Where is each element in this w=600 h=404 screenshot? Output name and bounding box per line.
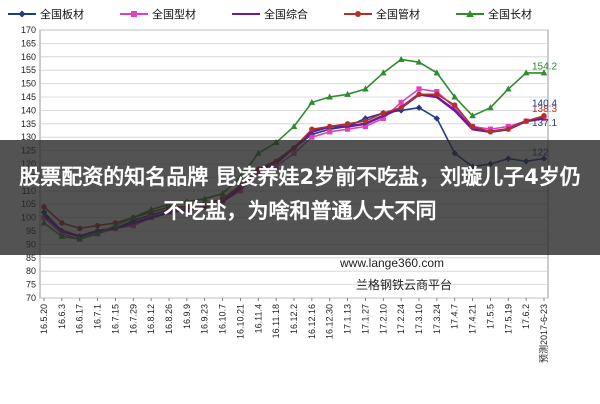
x-tick-label: 16.9.23 (200, 304, 210, 334)
legend-marker (466, 10, 474, 17)
end-value-label: 138.3 (532, 104, 557, 115)
series-1-point (416, 86, 422, 92)
x-tick-label: 17.4.21 (468, 304, 478, 334)
series-3-point (362, 118, 369, 124)
series-4-point (344, 90, 351, 97)
series-3-point (344, 121, 351, 127)
x-tick-label: 16.11.18 (271, 304, 281, 338)
series-3-point (505, 126, 511, 132)
x-tick-label: 16.12.16 (307, 304, 317, 339)
y-tick-label: 145 (21, 92, 36, 102)
series-1-point (362, 123, 369, 130)
series-0-point (415, 104, 423, 111)
watermark-url: www.lange360.com (340, 256, 445, 270)
series-3-point (327, 123, 333, 130)
y-tick-label: 135 (21, 119, 36, 129)
series-3-point (452, 102, 458, 108)
series-4-point (362, 85, 369, 92)
series-4-point (522, 69, 530, 76)
series-4-point (451, 93, 459, 100)
x-tick-label: 16.7.29 (128, 304, 138, 334)
x-tick-label: 17.4.7 (450, 304, 460, 329)
x-tick-label: 16.8.12 (146, 304, 156, 334)
x-tick-label: 16.6.17 (75, 304, 85, 334)
series-4-point (379, 69, 387, 76)
series-1-point (344, 126, 351, 132)
x-tick-label: 16.8.26 (164, 304, 174, 334)
x-tick-label: 16.11.4 (253, 304, 263, 333)
y-tick-label: 75 (26, 280, 36, 290)
series-1-point (398, 99, 404, 105)
series-1-point (309, 134, 315, 140)
legend-label: 全国管材 (376, 7, 420, 21)
legend-label: 全国型材 (152, 7, 196, 21)
x-tick-label: 17.5.5 (485, 304, 495, 329)
headline-text: 股票配资的知名品牌 昆凌养娃2岁前不吃盐，刘璇儿子4岁仍不吃盐，为啥和普通人大不… (19, 165, 581, 223)
series-4-point (469, 112, 476, 119)
x-tick-label: 17.3.24 (432, 304, 442, 334)
series-3-point (541, 113, 547, 119)
x-tick-label: 17.2.10 (378, 304, 388, 334)
y-tick-label: 85 (26, 253, 36, 263)
x-tick-label: 16.9.9 (182, 304, 192, 329)
y-tick-label: 150 (21, 79, 36, 89)
x-tick-label: 17.2.24 (396, 304, 406, 334)
series-4-point (540, 69, 548, 76)
end-value-label: 140.4 (532, 98, 557, 109)
x-tick-label: 17.1.13 (343, 304, 353, 334)
legend-label: 全国综合 (264, 7, 308, 21)
series-4-point (433, 69, 441, 76)
series-4-point (308, 98, 316, 105)
legend-marker (18, 10, 26, 18)
y-tick-label: 130 (21, 132, 36, 142)
series-4-point (290, 122, 298, 129)
x-tick-label: 16.10.7 (218, 304, 228, 334)
y-tick-label: 170 (21, 25, 36, 35)
series-1-point (327, 129, 333, 135)
x-tick-label: 16.5.20 (39, 304, 49, 334)
legend-marker (355, 11, 361, 17)
series-4-point (504, 85, 512, 92)
end-value-label: 154.2 (532, 61, 557, 72)
y-tick-label: 160 (21, 52, 36, 62)
y-tick-label: 140 (21, 105, 36, 115)
legend-label: 全国长材 (488, 7, 532, 21)
y-tick-label: 80 (26, 266, 36, 276)
legend-label: 全国板材 (40, 7, 84, 21)
watermark-name: 兰格钢铁云商平台 (356, 278, 453, 292)
series-3-point (434, 91, 440, 98)
series-3-point (469, 123, 476, 130)
x-tick-label: 16.12.2 (289, 304, 299, 334)
series-3-point (523, 118, 529, 124)
series-0-point (433, 115, 441, 122)
x-tick-label: 16.7.1 (93, 304, 103, 329)
series-4-point (397, 55, 405, 62)
series-4-point (487, 104, 494, 111)
y-tick-label: 155 (21, 65, 36, 75)
series-3-point (398, 105, 404, 111)
series-3-point (487, 129, 494, 135)
x-tick-label: 预测2017-6-23 (539, 304, 549, 363)
y-tick-label: 165 (21, 38, 36, 48)
x-tick-label: 17.3.10 (414, 304, 424, 334)
x-tick-label: 16.12.30 (325, 304, 335, 339)
series-4-point (326, 93, 334, 100)
series-3-point (380, 110, 386, 116)
x-tick-label: 16.7.15 (110, 304, 120, 334)
series-1-point (380, 115, 386, 122)
x-tick-label: 17.6.2 (521, 304, 531, 329)
series-4-point (415, 58, 423, 65)
headline-banner (0, 140, 600, 255)
x-tick-label: 16.10.21 (235, 304, 245, 339)
y-tick-label: 70 (26, 293, 36, 303)
series-3-point (309, 126, 315, 132)
x-tick-label: 17.1.27 (360, 304, 370, 334)
legend-marker (131, 11, 137, 17)
x-tick-label: 17.5.19 (503, 304, 513, 334)
end-value-label: 137.1 (532, 118, 557, 129)
series-3-point (416, 91, 422, 98)
x-tick-label: 16.6.3 (57, 304, 67, 329)
